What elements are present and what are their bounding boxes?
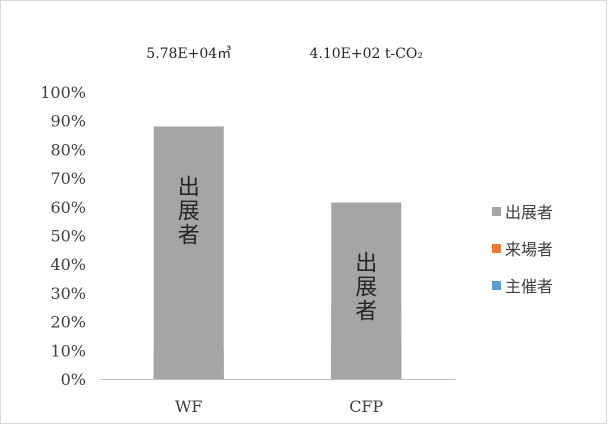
y-tick-label: 0% <box>61 370 86 389</box>
legend-swatch <box>492 206 501 216</box>
x-tick-label: WF <box>175 397 203 416</box>
y-tick-label: 20% <box>50 313 86 332</box>
chart-legend: 出展者 来場者 主催者 <box>492 198 553 309</box>
legend-label: 来場者 <box>505 240 554 259</box>
legend-swatch <box>492 243 501 253</box>
y-tick-label: 100% <box>40 83 86 102</box>
legend-item: 主催者 <box>492 272 553 298</box>
legend-item: 来場者 <box>492 235 553 261</box>
bar-label-char: 出 <box>355 251 377 276</box>
y-tick-label: 70% <box>50 169 86 188</box>
bar-label-char: 出 <box>178 175 200 200</box>
legend-swatch <box>492 280 501 290</box>
y-tick-label: 90% <box>50 112 86 131</box>
total-label: 4.10E+02 t-CO₂ <box>309 46 423 62</box>
y-tick-label: 60% <box>50 198 86 217</box>
bar-segment-cfp-3 <box>331 202 402 379</box>
y-tick-label: 50% <box>50 227 86 246</box>
legend-label: 主催者 <box>505 277 554 296</box>
bar-label-char: 者 <box>355 299 377 324</box>
bar-label-char: 展 <box>355 275 377 300</box>
bar-segment-wf-3 <box>153 126 224 379</box>
y-tick-label: 80% <box>50 140 86 159</box>
legend-label: 出展者 <box>505 203 554 222</box>
total-label: 5.78E+04㎥ <box>146 46 231 62</box>
legend-item: 出展者 <box>492 198 553 224</box>
x-tick-label: CFP <box>349 397 383 416</box>
y-tick-label: 40% <box>50 255 86 274</box>
y-tick-label: 10% <box>50 341 86 360</box>
y-tick-label: 30% <box>50 284 86 303</box>
bar-label-char: 者 <box>178 223 200 248</box>
bar-label-char: 展 <box>178 199 200 224</box>
